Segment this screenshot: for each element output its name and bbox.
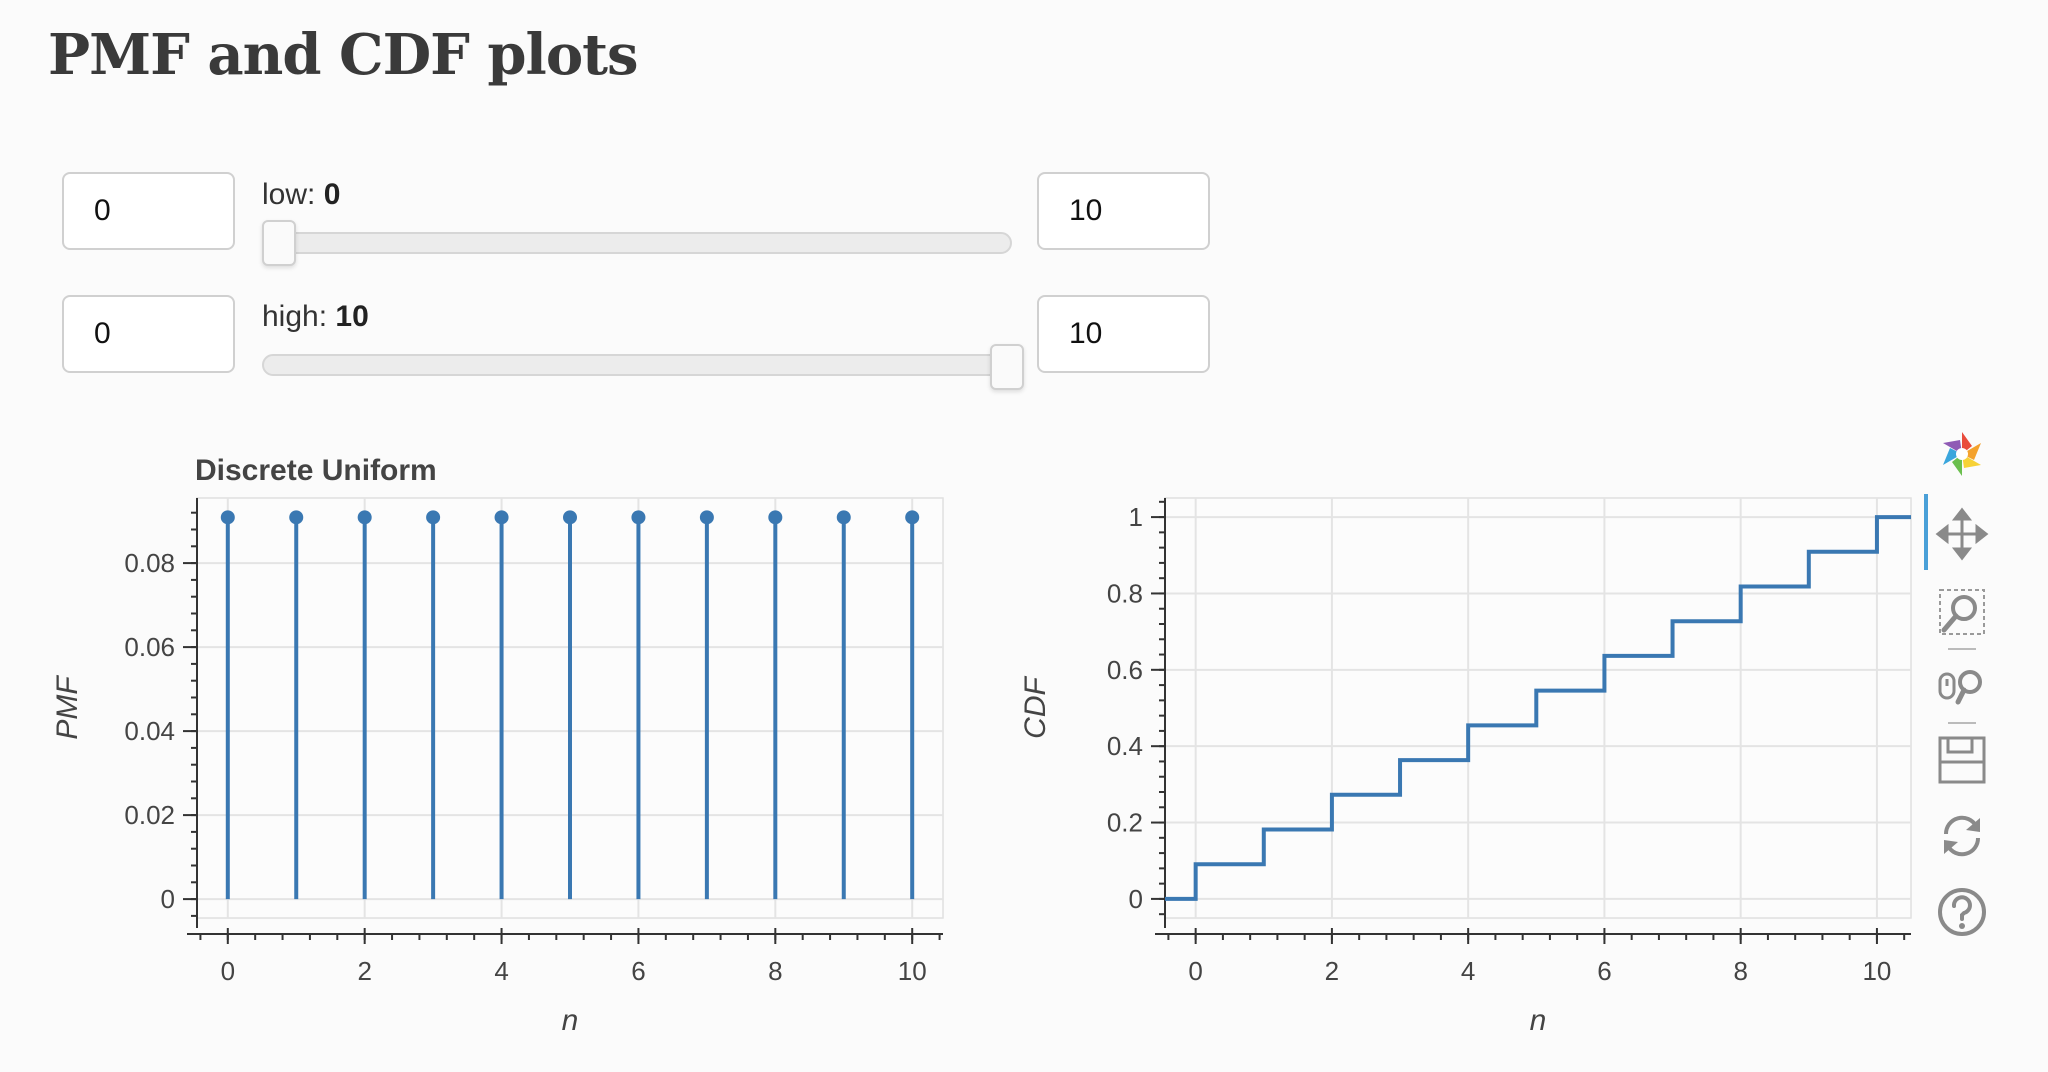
cdf-step-line[interactable] <box>1165 515 1911 901</box>
y-tick-label: 0.02 <box>124 800 175 830</box>
pmf-point[interactable] <box>631 510 646 525</box>
bokeh-logo-icon[interactable] <box>1934 426 1990 482</box>
y-axis-label: CDF <box>1019 675 1052 738</box>
reset-icon[interactable] <box>1934 808 1990 864</box>
save-icon[interactable] <box>1934 732 1990 788</box>
x-tick-label: 8 <box>768 956 782 986</box>
pmf-point[interactable] <box>494 510 509 525</box>
toolbar-divider-icon <box>1948 648 1976 650</box>
x-tick-label: 6 <box>1597 956 1611 986</box>
x-tick-label: 10 <box>1862 956 1891 986</box>
y-tick-label: 0.6 <box>1107 655 1143 685</box>
high-label-text: high: <box>262 300 336 333</box>
x-axis-label: n <box>1530 1004 1547 1037</box>
low-value: 0 <box>323 178 341 211</box>
pmf-point[interactable] <box>220 510 235 525</box>
low-label-text: low: <box>262 178 324 211</box>
wheel-zoom-icon[interactable] <box>1934 658 1990 714</box>
low-slider-handle[interactable] <box>262 220 296 266</box>
x-tick-label: 2 <box>357 956 371 986</box>
y-tick-label: 0.2 <box>1107 808 1143 838</box>
x-tick-label: 0 <box>221 956 235 986</box>
pan-icon[interactable] <box>1934 506 1990 562</box>
y-tick-label: 0.08 <box>124 548 175 578</box>
y-tick-label: 0.4 <box>1107 731 1143 761</box>
pmf-plot[interactable]: 0 2 4 6 8 10 0 0.02 0.04 0.06 0.08 n PMF Discrete Uni… <box>40 440 1000 1060</box>
y-tick-label: 0 <box>1129 884 1143 914</box>
x-tick-label: 10 <box>898 956 927 986</box>
help-icon[interactable] <box>1934 884 1990 940</box>
y-axis-label: PMF <box>51 675 84 740</box>
pmf-point[interactable] <box>289 510 304 525</box>
high-value: 10 <box>335 300 369 333</box>
y-tick-label: 0.8 <box>1107 578 1143 608</box>
x-tick-label: 6 <box>631 956 645 986</box>
pmf-point[interactable] <box>426 510 441 525</box>
pmf-point[interactable] <box>905 510 920 525</box>
box-zoom-icon[interactable] <box>1934 584 1990 640</box>
high-slider-label: high: 10 <box>262 300 369 334</box>
page-title: PMF and CDF plots <box>48 22 639 88</box>
chart-title: Discrete Uniform <box>195 454 437 487</box>
pmf-point[interactable] <box>699 510 714 525</box>
plot-toolbar <box>1920 426 2004 946</box>
y-tick-label: 0 <box>161 884 175 914</box>
low-min-input[interactable] <box>62 172 235 250</box>
x-tick-label: 0 <box>1188 956 1202 986</box>
toolbar-divider-icon <box>1948 722 1976 724</box>
y-tick-label: 0.06 <box>124 632 175 662</box>
x-tick-label: 4 <box>1461 956 1475 986</box>
cdf-plot[interactable]: 0 2 4 6 8 10 0 0.2 0.4 0.6 0.8 1 n CDF <box>1000 440 1960 1060</box>
low-slider-label: low: 0 <box>262 178 340 212</box>
high-slider-track[interactable] <box>262 354 1012 376</box>
x-tick-label: 4 <box>494 956 508 986</box>
low-max-input[interactable] <box>1037 172 1210 250</box>
low-slider-track[interactable] <box>262 232 1012 254</box>
x-axis-label: n <box>562 1004 579 1037</box>
high-slider-handle[interactable] <box>990 344 1024 390</box>
pmf-point[interactable] <box>357 510 372 525</box>
pmf-point[interactable] <box>563 510 577 525</box>
y-tick-label: 1 <box>1129 502 1143 532</box>
high-min-input[interactable] <box>62 295 235 373</box>
x-tick-label: 8 <box>1733 956 1747 986</box>
high-max-input[interactable] <box>1037 295 1210 373</box>
pmf-point[interactable] <box>768 510 783 525</box>
pmf-point[interactable] <box>836 510 851 525</box>
active-tool-indicator <box>1924 494 1928 570</box>
x-tick-label: 2 <box>1325 956 1339 986</box>
y-tick-label: 0.04 <box>124 716 175 746</box>
